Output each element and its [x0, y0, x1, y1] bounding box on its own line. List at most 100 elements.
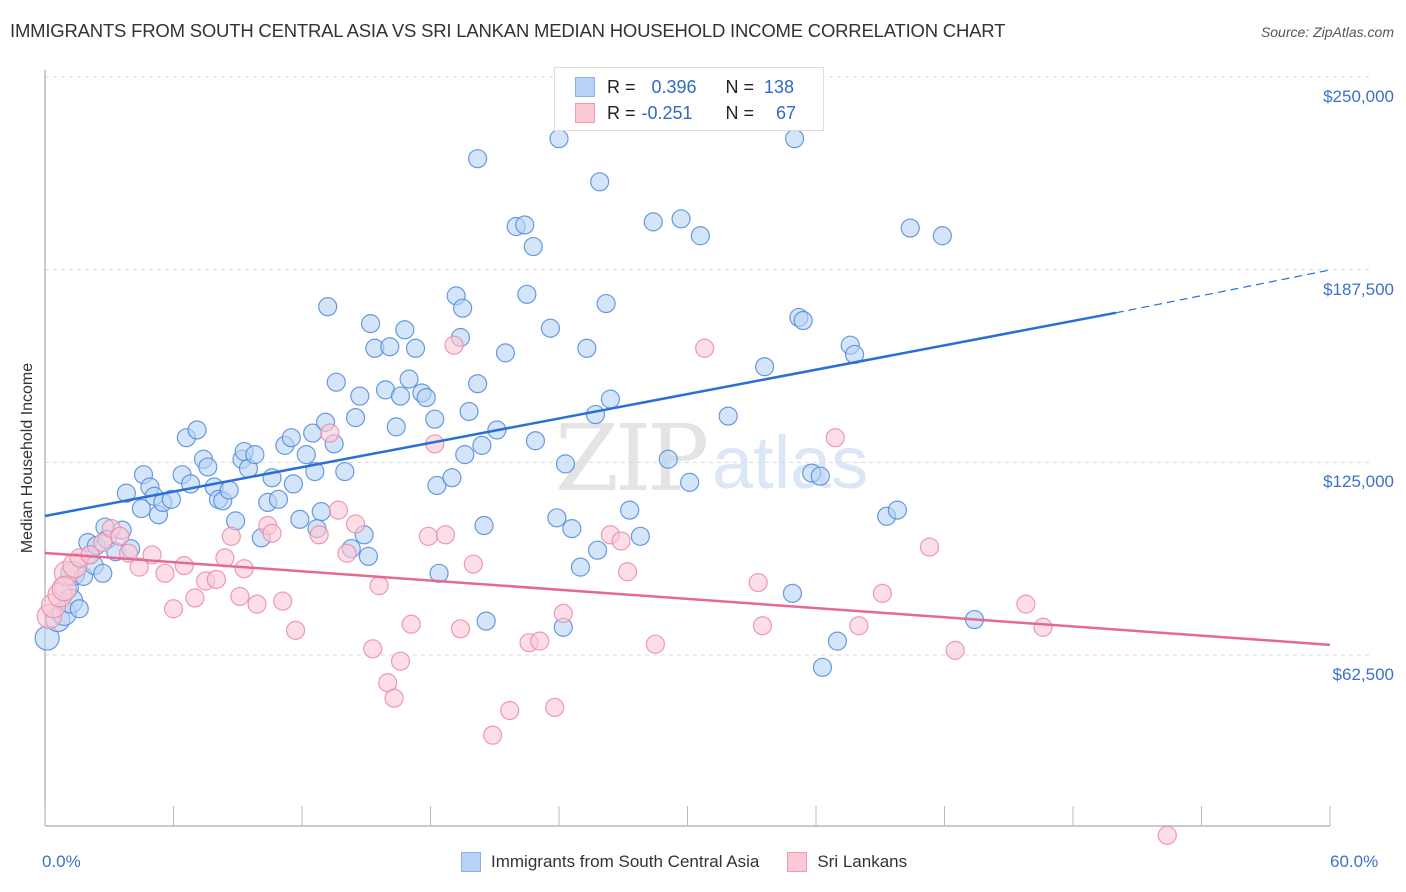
point-srilankans — [645, 634, 665, 654]
point-immigrants — [360, 314, 381, 334]
point-srilankans — [872, 583, 892, 603]
point-immigrants — [643, 212, 663, 232]
point-immigrants — [596, 293, 616, 314]
y-tick-label: $187,500 — [1323, 279, 1394, 299]
point-immigrants — [523, 236, 543, 257]
point-immigrants — [198, 457, 218, 477]
point-srilankans — [545, 697, 565, 718]
point-immigrants — [390, 386, 411, 406]
point-srilankans — [390, 651, 411, 671]
point-srilankans — [444, 335, 464, 355]
point-immigrants — [577, 338, 597, 358]
chart-title: IMMIGRANTS FROM SOUTH CENTRAL ASIA VS SR… — [10, 20, 1006, 41]
y-tick-label: $250,000 — [1323, 87, 1394, 106]
point-srilankans — [309, 525, 329, 545]
point-immigrants — [425, 409, 445, 429]
point-immigrants — [380, 337, 400, 357]
point-immigrants — [93, 563, 113, 583]
point-immigrants — [296, 445, 316, 465]
point-immigrants — [459, 401, 479, 422]
point-srilankans — [384, 688, 404, 708]
point-immigrants — [525, 431, 546, 451]
point-srilankans — [530, 631, 550, 651]
point-immigrants — [495, 343, 516, 363]
point-immigrants — [399, 369, 419, 389]
point-immigrants — [468, 149, 488, 169]
point-srilankans — [262, 523, 282, 543]
legend-item-srilankans[interactable]: Sri Lankans — [787, 852, 907, 872]
point-immigrants — [283, 474, 304, 494]
point-immigrants — [810, 466, 830, 486]
point-immigrants — [600, 389, 621, 409]
point-immigrants — [690, 226, 710, 246]
point-srilankans — [825, 428, 845, 448]
legend-item-immigrants[interactable]: Immigrants from South Central Asia — [461, 852, 759, 872]
point-immigrants — [395, 320, 415, 340]
r-label: R = — [607, 76, 636, 97]
trend-line-immigrants — [44, 311, 1117, 518]
series-srilankans-points — [36, 335, 1177, 845]
point-srilankans — [401, 614, 421, 634]
point-immigrants — [590, 172, 610, 192]
point-immigrants — [630, 526, 650, 546]
source-label: Source: ZipAtlas.com — [1260, 24, 1394, 40]
legend-label: Sri Lankans — [817, 852, 908, 871]
point-immigrants — [305, 461, 325, 482]
point-immigrants — [116, 483, 136, 503]
point-srilankans — [363, 639, 383, 659]
point-immigrants — [350, 386, 370, 406]
point-immigrants — [290, 509, 310, 529]
point-srilankans — [155, 563, 175, 583]
point-immigrants — [476, 611, 496, 631]
point-srilankans — [185, 588, 205, 608]
n-label: N = — [725, 76, 755, 97]
axes — [44, 70, 1331, 827]
point-immigrants — [658, 449, 678, 469]
trend-line-srilankans — [44, 551, 1331, 647]
point-immigrants — [472, 435, 492, 455]
stats-legend: R = 0.396 N = 138 R = -0.251 N = 67 — [554, 67, 824, 131]
point-immigrants — [268, 489, 289, 509]
point-immigrants — [416, 387, 436, 408]
point-immigrants — [442, 468, 462, 488]
point-immigrants — [540, 318, 561, 338]
point-srilankans — [483, 725, 503, 745]
point-srilankans — [752, 616, 773, 636]
point-immigrants — [427, 475, 447, 496]
point-immigrants — [784, 129, 805, 149]
point-srilankans — [1016, 594, 1036, 614]
point-immigrants — [754, 357, 775, 377]
n-value: 138 — [764, 76, 795, 97]
point-immigrants — [474, 515, 494, 536]
r-value: 0.396 — [651, 76, 697, 97]
point-srilankans — [463, 554, 483, 574]
n-value: 67 — [776, 102, 797, 123]
point-srilankans — [695, 338, 715, 358]
point-srilankans — [174, 556, 194, 576]
point-immigrants — [405, 338, 426, 358]
point-immigrants — [587, 540, 608, 560]
point-immigrants — [386, 417, 406, 437]
point-immigrants — [517, 284, 537, 304]
y-tick-label: $62,500 — [1332, 665, 1394, 684]
point-immigrants — [455, 445, 475, 465]
point-immigrants — [335, 461, 355, 482]
point-srilankans — [1157, 825, 1177, 845]
point-srilankans — [93, 532, 113, 553]
point-immigrants — [468, 374, 488, 394]
legend-swatch-pink — [575, 103, 595, 123]
point-immigrants — [900, 218, 920, 238]
r-label: R = — [607, 102, 636, 123]
point-srilankans — [849, 616, 869, 636]
point-srilankans — [110, 526, 130, 546]
x-tick-label-min: 0.0% — [42, 852, 81, 871]
stats-row-immigrants: R = 0.396 N = 138 — [575, 75, 794, 99]
point-srilankans — [285, 620, 306, 640]
point-srilankans — [369, 576, 389, 596]
point-srilankans — [617, 562, 638, 582]
point-immigrants — [562, 519, 582, 539]
series-immigrants-points — [34, 129, 985, 677]
point-immigrants — [245, 445, 265, 465]
point-srilankans — [418, 526, 438, 546]
